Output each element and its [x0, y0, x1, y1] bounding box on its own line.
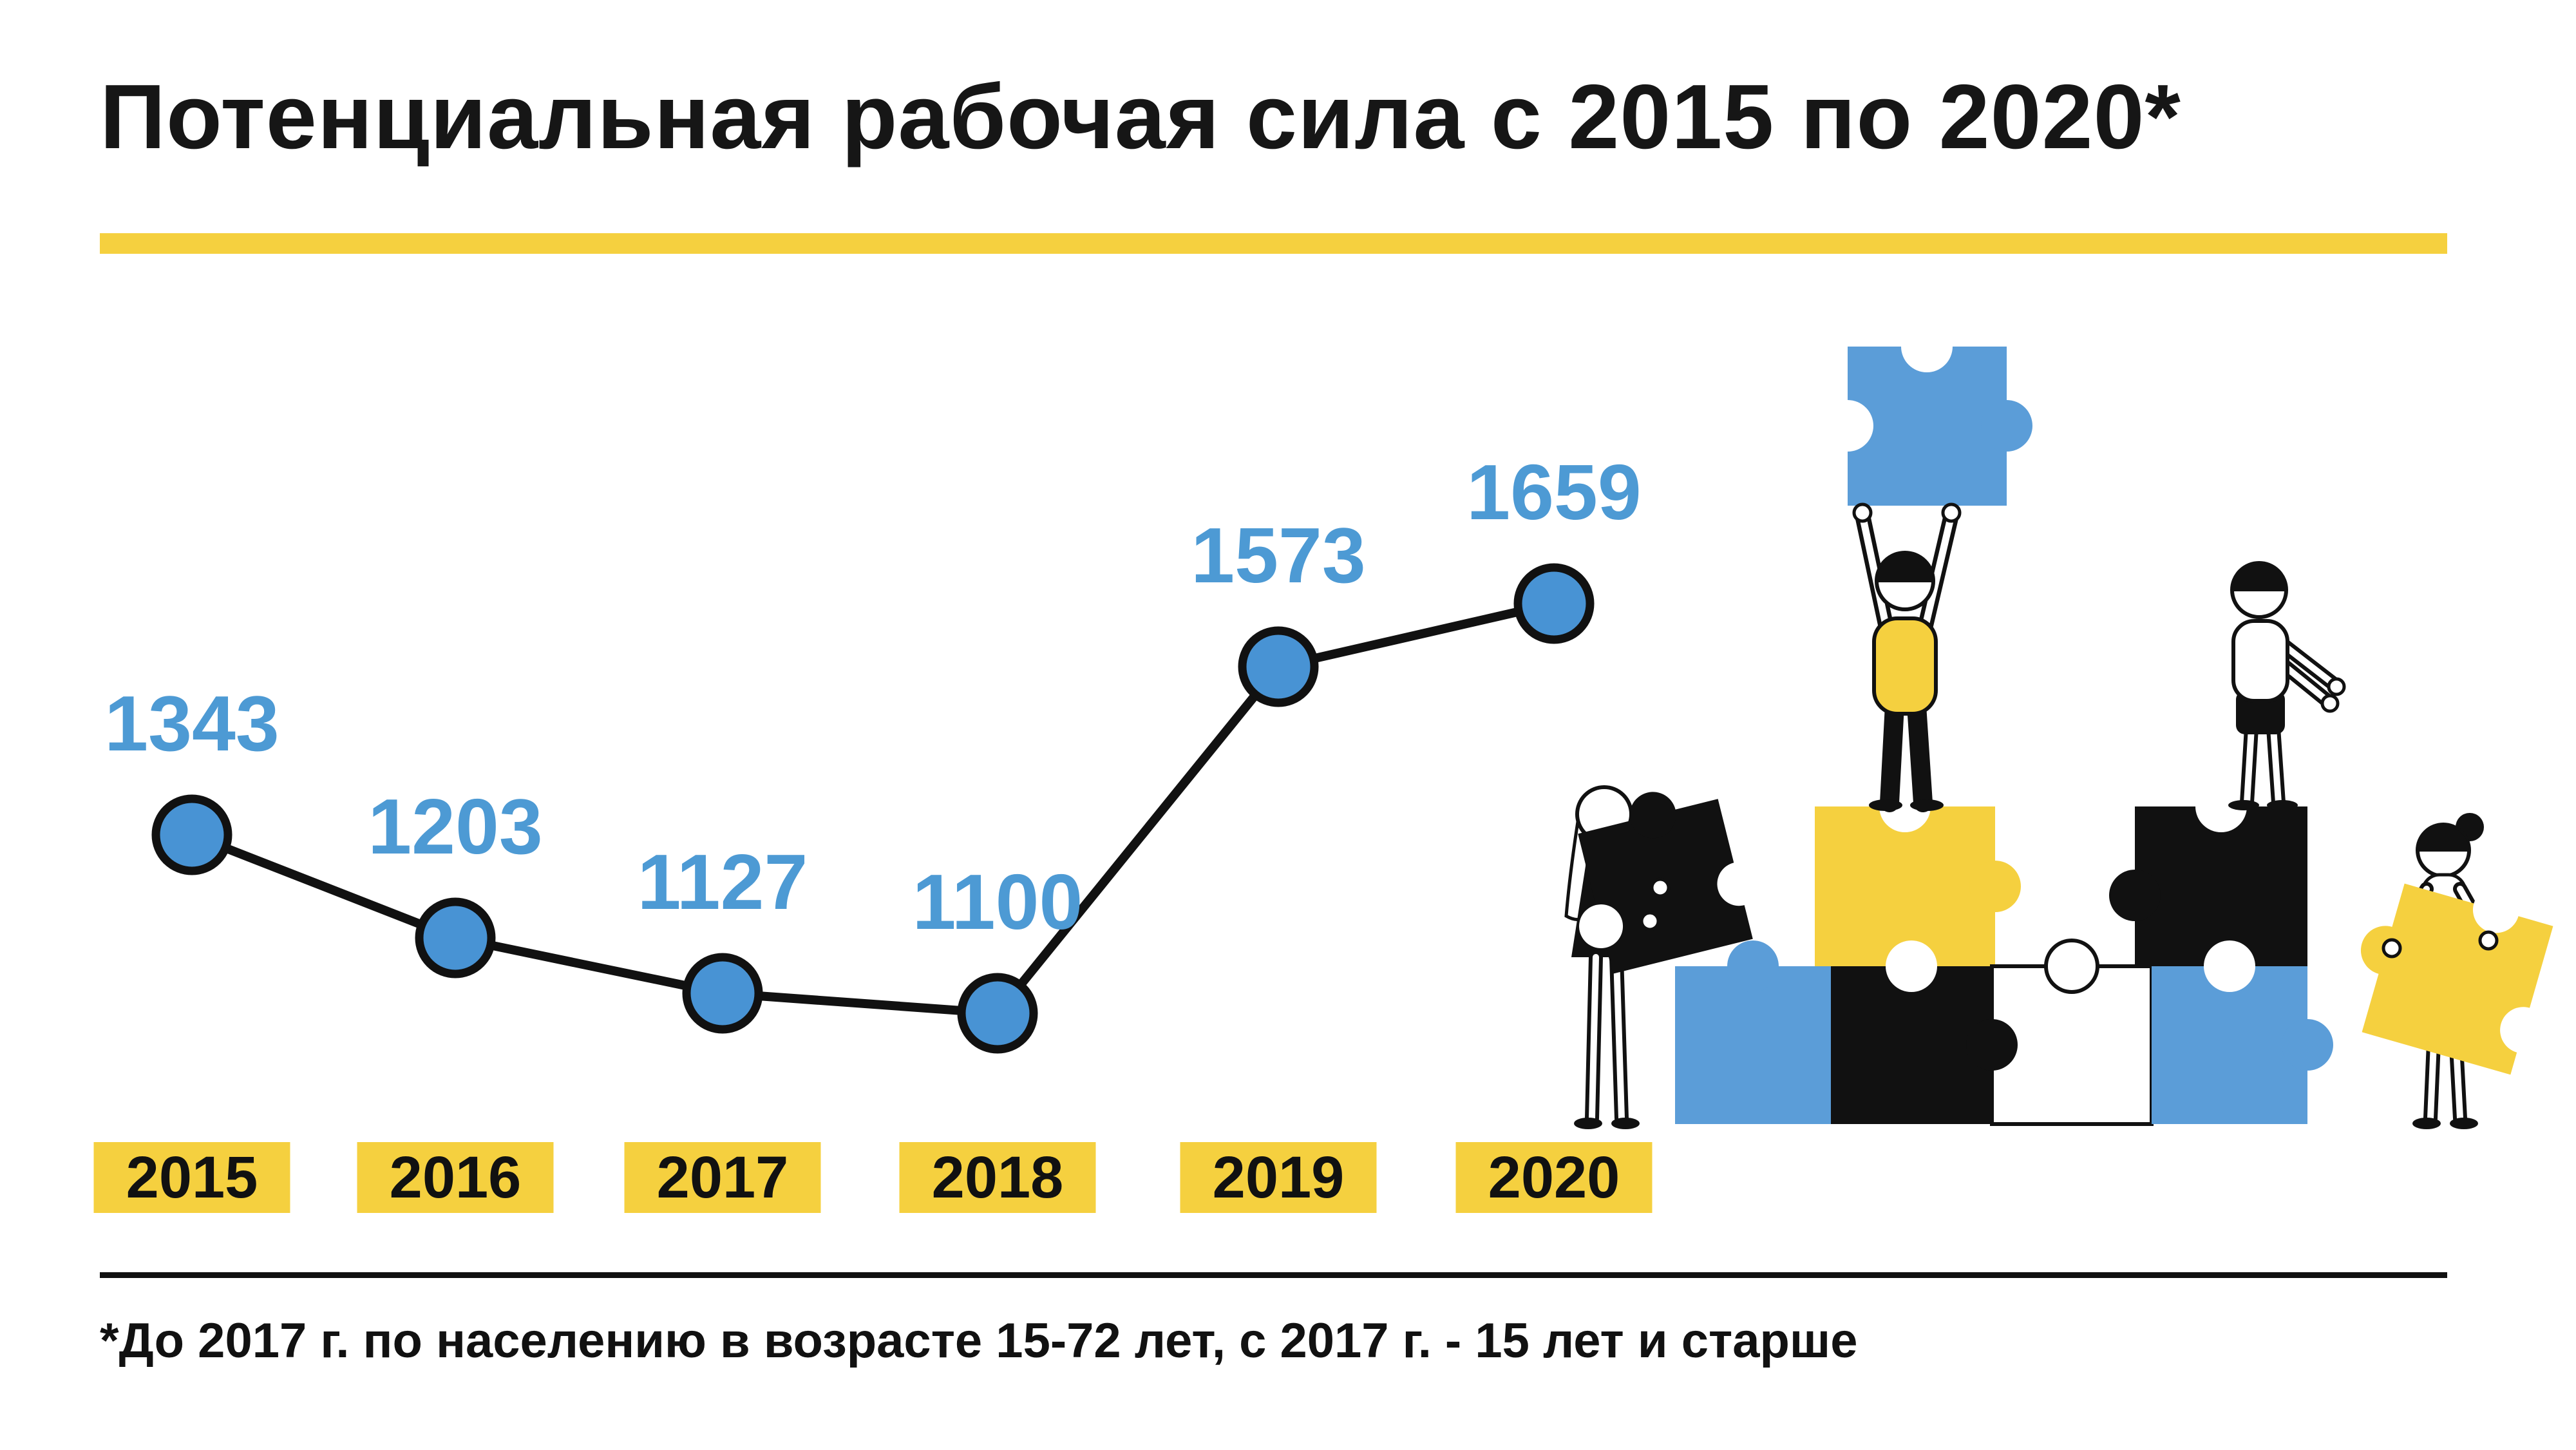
puzzle-wall	[1675, 781, 2333, 1126]
teamwork-puzzle-illustration	[1564, 335, 2553, 1129]
data-point	[1513, 563, 1595, 644]
data-point	[415, 897, 496, 978]
person-lifting-puzzle	[1852, 502, 1962, 812]
title-underline	[100, 233, 2447, 254]
person-standing-on-wall	[2228, 561, 2346, 810]
person-carrying-yellow-piece	[2360, 813, 2553, 1129]
data-point	[151, 794, 232, 875]
data-point	[957, 973, 1038, 1054]
data-point	[1238, 626, 1319, 707]
page-title: Потенциальная рабочая сила с 2015 по 202…	[100, 66, 2181, 168]
footnote: *До 2017 г. по населению в возрасте 15-7…	[100, 1313, 1858, 1368]
data-point	[682, 953, 763, 1034]
trend-line	[190, 599, 1555, 1018]
person-carrying-black-piece	[1564, 785, 1761, 1129]
puzzle-piece-held-blue	[1822, 335, 2032, 506]
divider-line	[100, 1272, 2447, 1278]
